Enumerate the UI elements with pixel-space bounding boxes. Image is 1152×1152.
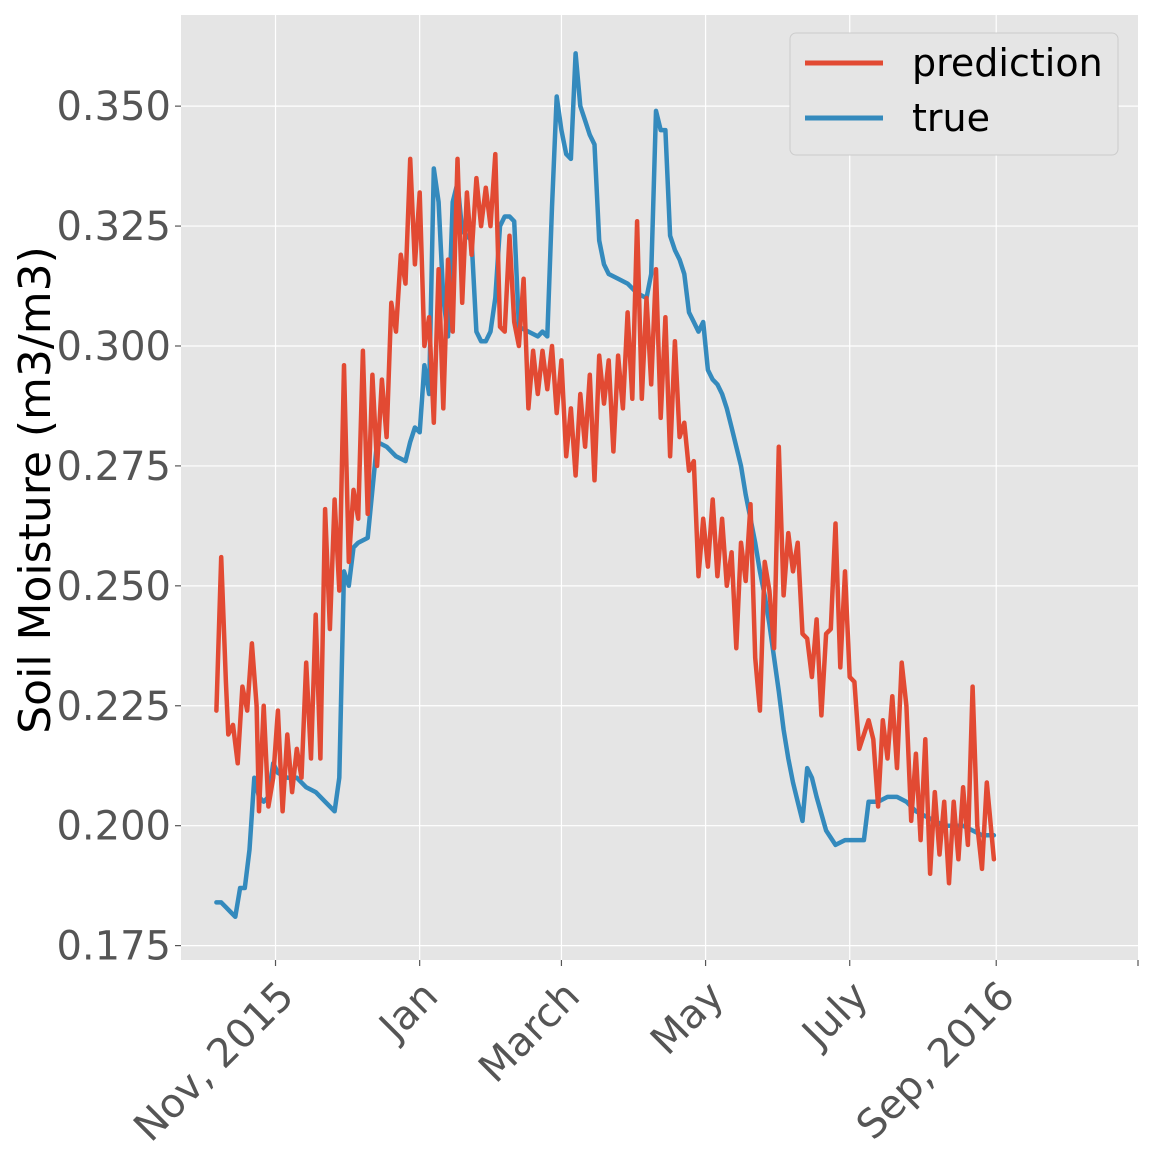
x-tick-label: Jan	[369, 973, 447, 1051]
y-axis: 0.175 0.200 0.225 0.250 0.275 0.300 0.325 0.350	[56, 84, 181, 970]
plot-area	[181, 15, 1138, 960]
y-tick-label: 0.225	[56, 684, 171, 730]
y-tick-label: 0.300	[56, 324, 171, 370]
y-tick-label: 0.325	[56, 204, 171, 250]
series-line-prediction	[214, 151, 997, 886]
x-tick-label: May	[642, 973, 733, 1064]
series-line-true	[214, 51, 997, 920]
x-tick-label: July	[792, 973, 878, 1059]
y-tick-label: 0.200	[56, 804, 171, 850]
y-axis-label: Soil Moisture (m3/m3)	[10, 246, 61, 734]
x-tick-label: March	[470, 973, 589, 1092]
legend-label-prediction: prediction	[912, 41, 1103, 85]
series-lines	[214, 51, 997, 920]
legend: prediction true	[789, 32, 1119, 156]
y-tick-label: 0.175	[56, 924, 171, 970]
x-tick-label: Nov, 2015	[125, 973, 303, 1151]
y-tick-label: 0.275	[56, 444, 171, 490]
y-tick-label: 0.250	[56, 564, 171, 610]
legend-label-true: true	[912, 96, 990, 140]
y-tick-label: 0.350	[56, 84, 171, 130]
x-tick-label: Sep, 2016	[848, 973, 1024, 1149]
